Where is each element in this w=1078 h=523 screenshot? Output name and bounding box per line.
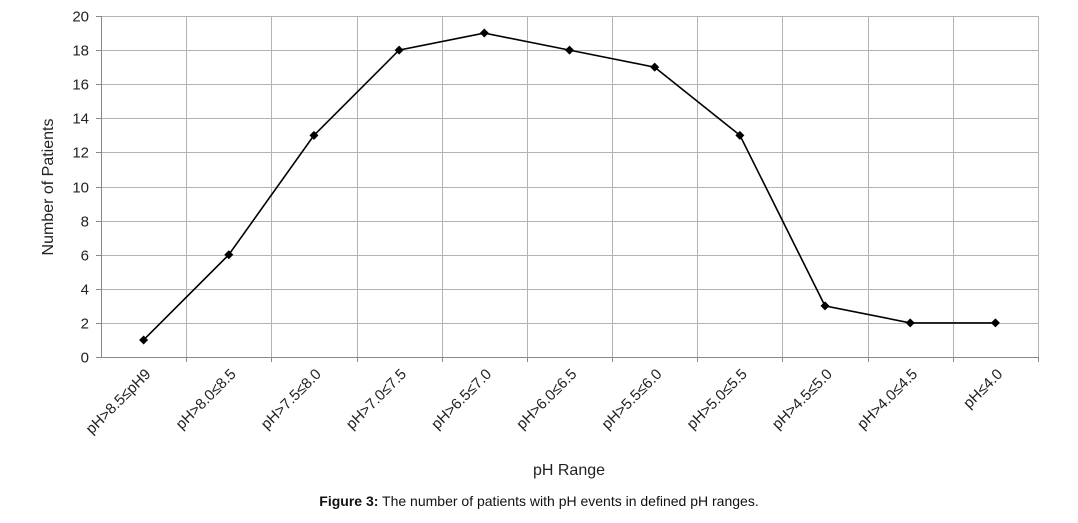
x-tick-label: pH≤4.0: [960, 366, 1006, 412]
x-tick-labels: pH>8.5≤pH9 pH>8.0≤8.5 pH>7.5≤8.0 pH>7.0≤7.5…: [83, 366, 1007, 438]
series: [139, 28, 1000, 345]
y-tick-label: 18: [72, 43, 89, 60]
data-point: [139, 335, 149, 345]
data-point: [309, 130, 319, 140]
data-point: [565, 45, 574, 55]
data-point: [394, 45, 404, 55]
figure-caption-label: Figure 3:: [319, 493, 379, 509]
x-tick-label: pH>4.5≤5.0: [769, 366, 836, 433]
y-tick-label: 12: [72, 145, 89, 162]
x-tick-label: pH>6.5≤7.0: [428, 366, 495, 433]
y-tick-label: 4: [81, 282, 89, 299]
data-point: [650, 62, 660, 72]
x-tick-label: pH>6.0≤6.5: [513, 366, 580, 433]
y-tick-label: 8: [81, 214, 89, 231]
x-tick-label: pH>8.5≤pH9: [83, 366, 155, 438]
data-point: [735, 130, 745, 140]
y-tick-label: 6: [81, 248, 89, 265]
y-axis-title: Number of Patients: [40, 119, 57, 256]
grid: [101, 16, 1039, 357]
x-tick-label: pH>7.5≤8.0: [258, 366, 325, 433]
y-tick-label: 14: [72, 111, 89, 128]
figure-caption-text: The number of patients with pH events in…: [378, 493, 759, 509]
x-axis-title: pH Range: [533, 462, 605, 479]
x-tick-label: pH>8.0≤8.5: [173, 366, 240, 433]
y-tick-label: 2: [81, 316, 89, 333]
y-tick-label: 10: [72, 180, 89, 197]
x-tick-label: pH>4.0≤4.5: [854, 366, 921, 433]
data-point: [905, 318, 915, 328]
x-tick-label: pH>7.0≤7.5: [343, 366, 410, 433]
y-tick-label: 0: [81, 350, 89, 367]
x-tick-label: pH>5.0≤5.5: [684, 366, 751, 433]
data-point: [820, 301, 830, 311]
figure-caption: Figure 3: The number of patients with pH…: [0, 493, 1078, 509]
data-point: [479, 28, 489, 38]
data-point: [224, 250, 234, 260]
y-tick-label: 20: [72, 9, 89, 26]
x-tick-label: pH>5.5≤6.0: [598, 366, 665, 433]
y-tick-label: 16: [72, 77, 89, 94]
y-tick-labels: 0 2 4 6 8 10 12 14 16 18 20: [72, 9, 89, 367]
data-point: [990, 318, 1000, 328]
axes: [96, 16, 1039, 362]
